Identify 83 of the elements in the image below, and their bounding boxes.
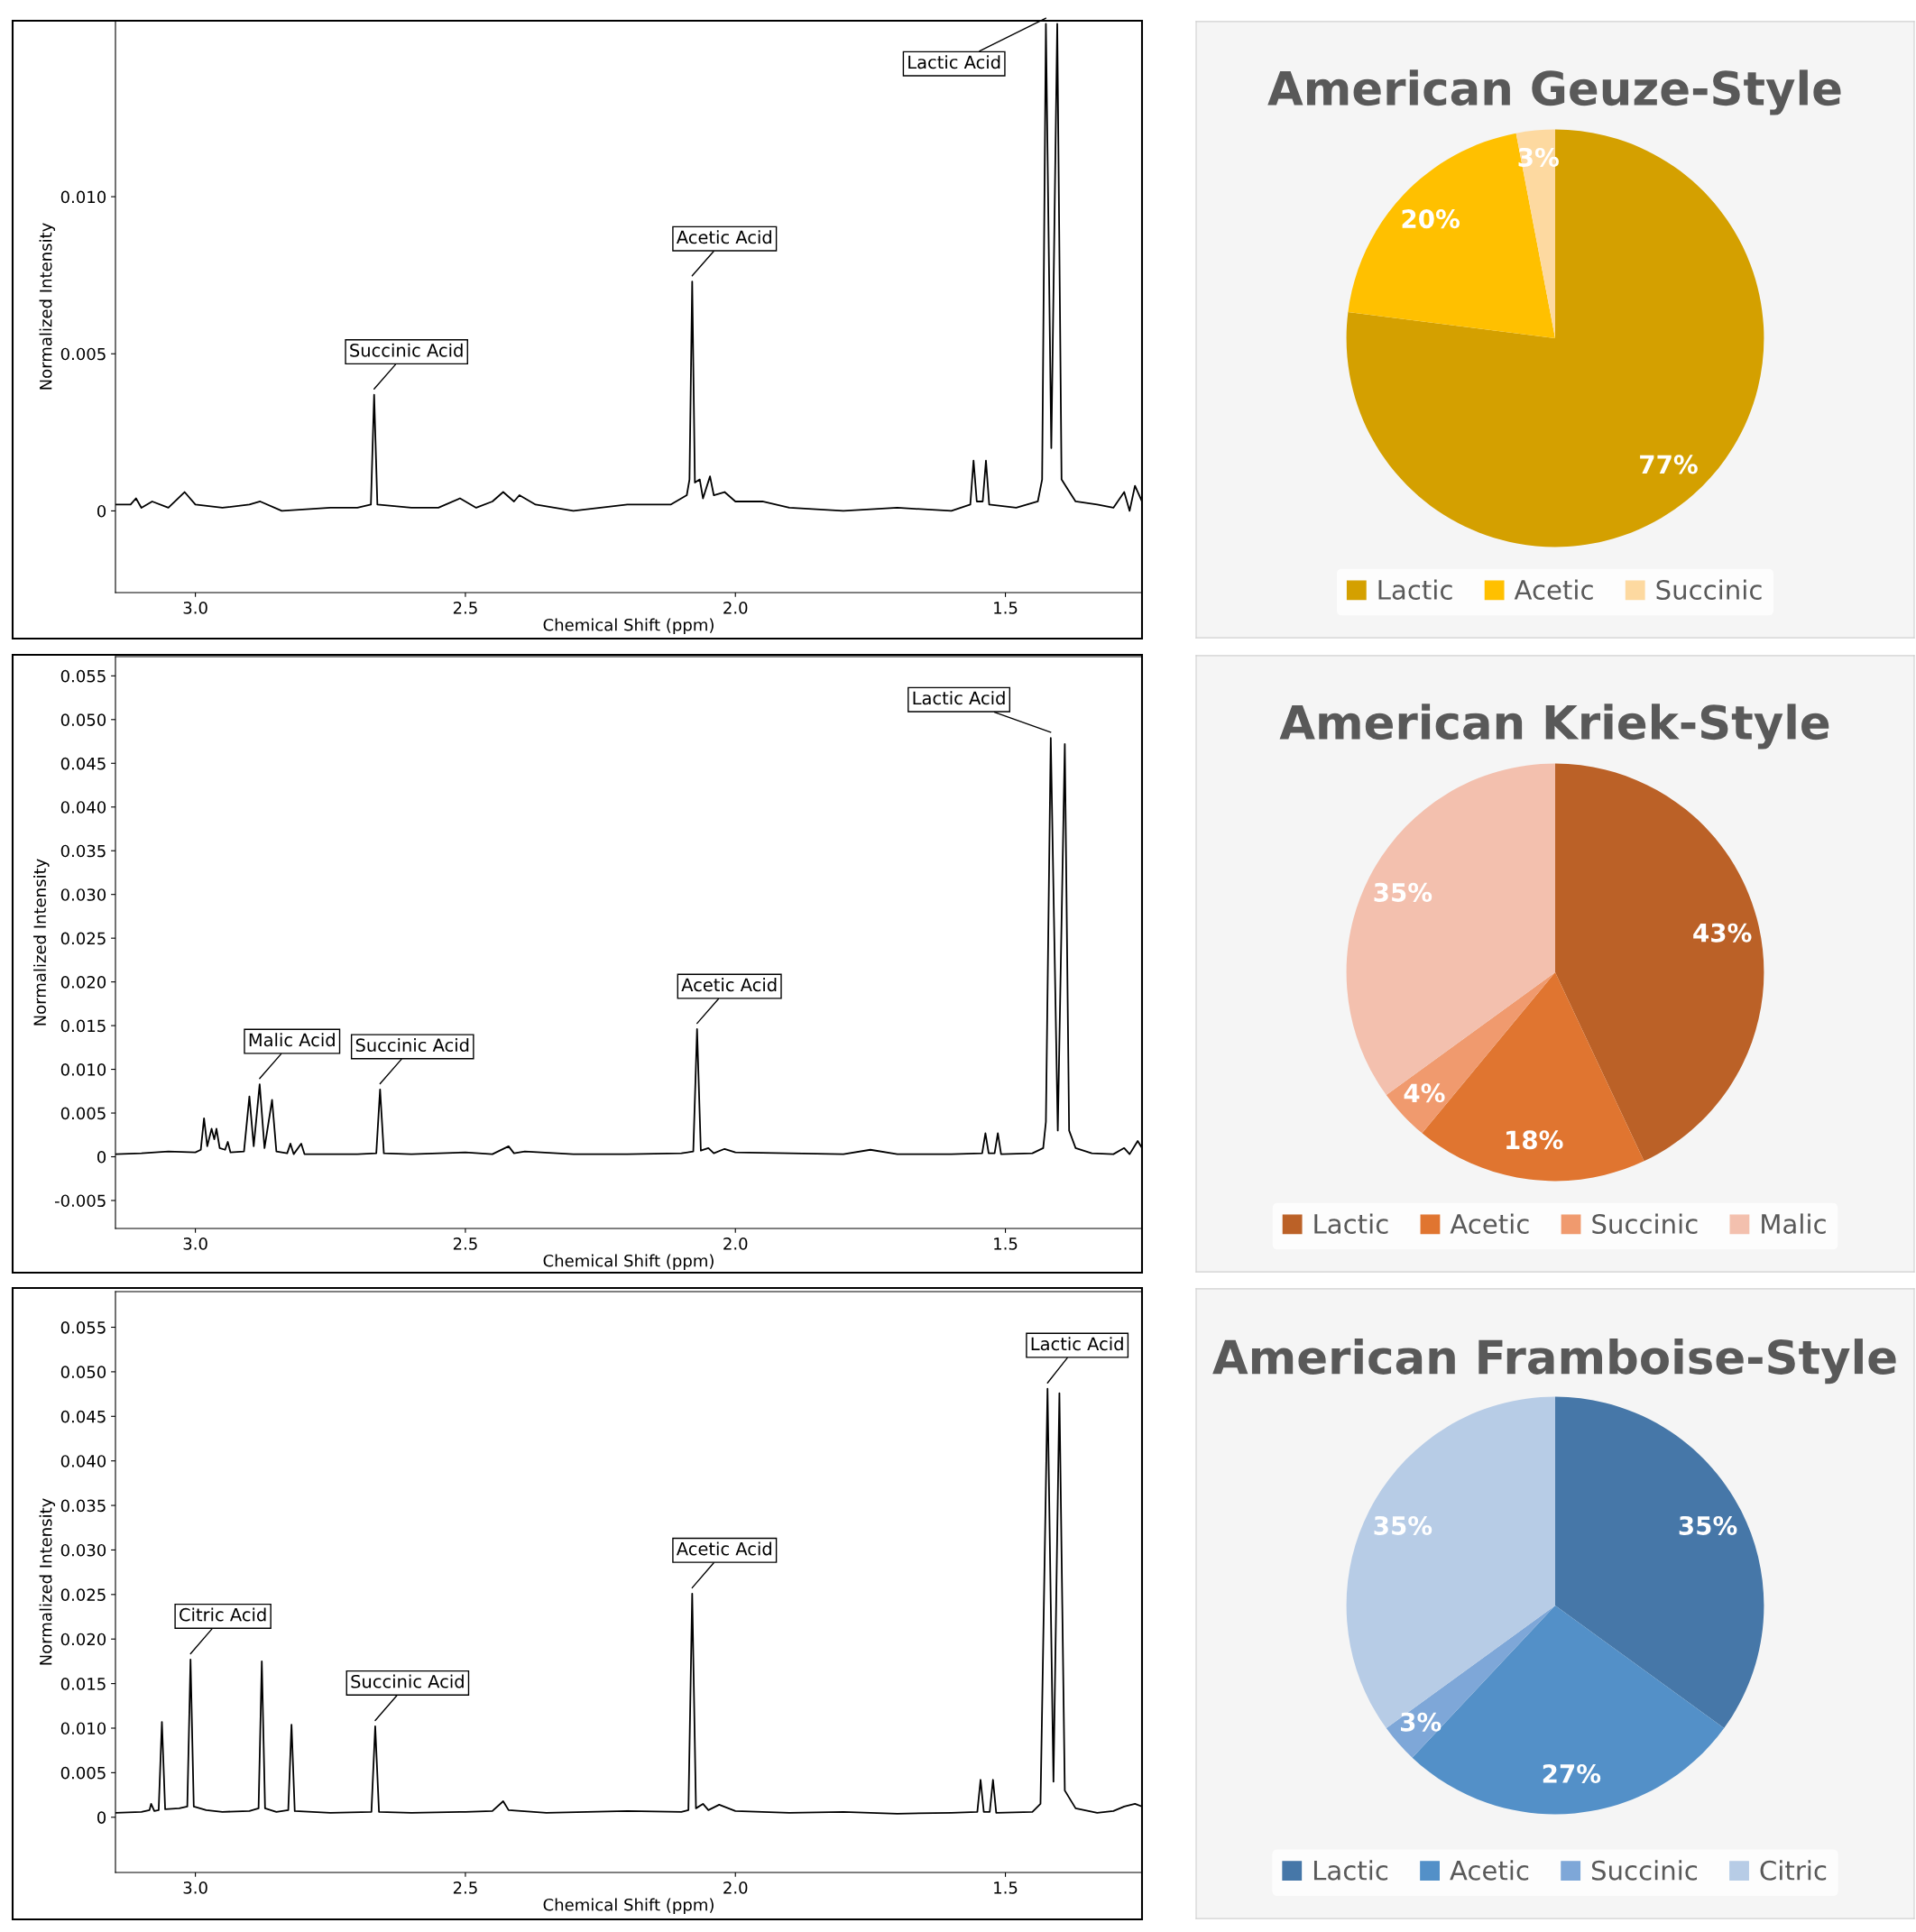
y-tick-label: 0	[97, 1811, 106, 1824]
annotation: Malic Acid	[249, 1033, 335, 1047]
data-label: 35%	[1679, 1515, 1737, 1535]
y-tick-label: 0.040	[60, 1455, 106, 1467]
y-tick-label: 0.050	[60, 713, 106, 726]
annotation: Citric Acid	[180, 1607, 266, 1622]
data-label: 77%	[1640, 455, 1698, 474]
x-axis-title: Chemical Shift (ppm)	[543, 1898, 714, 1915]
annotation: Lactic Acid	[1031, 1337, 1123, 1351]
x-axis-title: Chemical Shift (ppm)	[543, 618, 714, 635]
data-label: 27%	[1543, 1763, 1601, 1783]
y-tick-label: 0.005	[60, 1766, 106, 1780]
x-tick-label: 2.5	[453, 602, 477, 614]
data-label: 3%	[1400, 1712, 1442, 1732]
y-tick-label: 0.020	[60, 976, 106, 989]
y-tick-label: 0.015	[60, 1019, 106, 1033]
legend-label: Lactic	[1313, 1860, 1388, 1881]
x-tick-label: 2.5	[453, 1881, 477, 1894]
legend-label: Succinic	[1656, 579, 1762, 600]
x-tick-label: 2.0	[723, 602, 748, 614]
y-tick-label: 0.005	[60, 1107, 106, 1120]
y-tick-label: 0.055	[60, 1320, 106, 1334]
annotation: Succinic Acid	[350, 343, 463, 357]
legend-label: Succinic	[1591, 1860, 1698, 1881]
pie-slice	[1386, 1605, 1555, 1758]
y-tick-label: 0	[97, 1150, 106, 1164]
data-label: 35%	[1374, 882, 1432, 902]
data-label: 20%	[1402, 209, 1460, 229]
x-tick-label: 1.5	[994, 1237, 1018, 1250]
y-tick-label: 0.045	[60, 757, 106, 770]
data-label: 18%	[1506, 1130, 1563, 1150]
legend-label: Citric	[1760, 1860, 1827, 1881]
annotation: Succinic Acid	[351, 1674, 464, 1688]
y-axis-title: Normalized Intensity	[39, 223, 56, 390]
x-axis-title: Chemical Shift (ppm)	[543, 1254, 714, 1271]
legend-label: Malic	[1762, 1213, 1826, 1234]
annotation: Lactic Acid	[908, 55, 1000, 69]
x-tick-label: 3.0	[183, 1881, 207, 1894]
y-tick-label: 0.005	[60, 347, 106, 361]
annotation: Succinic Acid	[355, 1038, 469, 1053]
y-tick-label: 0.045	[60, 1410, 106, 1423]
legend-label: Lactic	[1378, 579, 1452, 600]
data-label: 35%	[1374, 1515, 1432, 1535]
legend-label: Acetic	[1450, 1213, 1529, 1234]
legend-label: Acetic	[1450, 1860, 1529, 1881]
y-axis-title: Normalized Intensity	[33, 859, 50, 1026]
y-tick-label: 0.015	[60, 1678, 106, 1690]
annotation: Lactic Acid	[913, 691, 1005, 705]
legend-label: Lactic	[1314, 1213, 1388, 1234]
y-tick-label: 0.010	[60, 1722, 106, 1735]
legend-label: Succinic	[1592, 1213, 1698, 1234]
legend-label: Acetic	[1514, 579, 1593, 600]
y-tick-label: 0.030	[60, 888, 106, 901]
y-tick-label: 0.020	[60, 1633, 106, 1646]
x-tick-label: 2.5	[453, 1237, 477, 1250]
x-tick-label: 2.0	[723, 1881, 748, 1894]
x-tick-label: 3.0	[183, 1237, 207, 1250]
y-tick-label: 0.010	[60, 190, 106, 204]
y-tick-label: 0.050	[60, 1366, 106, 1379]
chart-title: American Geuze-Style	[1267, 69, 1841, 115]
chart-title: American Framboise-Style	[1212, 1339, 1896, 1385]
x-tick-label: 1.5	[994, 602, 1018, 614]
y-tick-label: 0.030	[60, 1543, 106, 1557]
y-tick-label: 0.025	[60, 1588, 106, 1601]
annotation: Acetic Acid	[676, 1541, 771, 1556]
y-tick-label: 0.055	[60, 669, 106, 683]
data-label: 4%	[1404, 1083, 1445, 1103]
y-tick-label: 0	[97, 504, 106, 518]
annotation: Acetic Acid	[681, 978, 777, 992]
y-tick-label: 0.025	[60, 932, 106, 945]
x-tick-label: 2.0	[723, 1237, 748, 1250]
x-tick-label: 3.0	[183, 602, 207, 614]
y-tick-label: 0.040	[60, 801, 106, 814]
y-tick-label: 0.010	[60, 1063, 106, 1076]
chart-title: American Kriek-Style	[1279, 704, 1829, 750]
y-tick-label: 0.035	[60, 1499, 106, 1513]
y-tick-label: -0.005	[54, 1194, 106, 1208]
annotation: Acetic Acid	[676, 230, 771, 244]
y-tick-label: 0.035	[60, 844, 106, 858]
x-tick-label: 1.5	[994, 1881, 1018, 1894]
pie-slice	[1555, 1396, 1764, 1729]
data-label: 43%	[1693, 923, 1752, 943]
y-axis-title: Normalized Intensity	[39, 1498, 56, 1665]
